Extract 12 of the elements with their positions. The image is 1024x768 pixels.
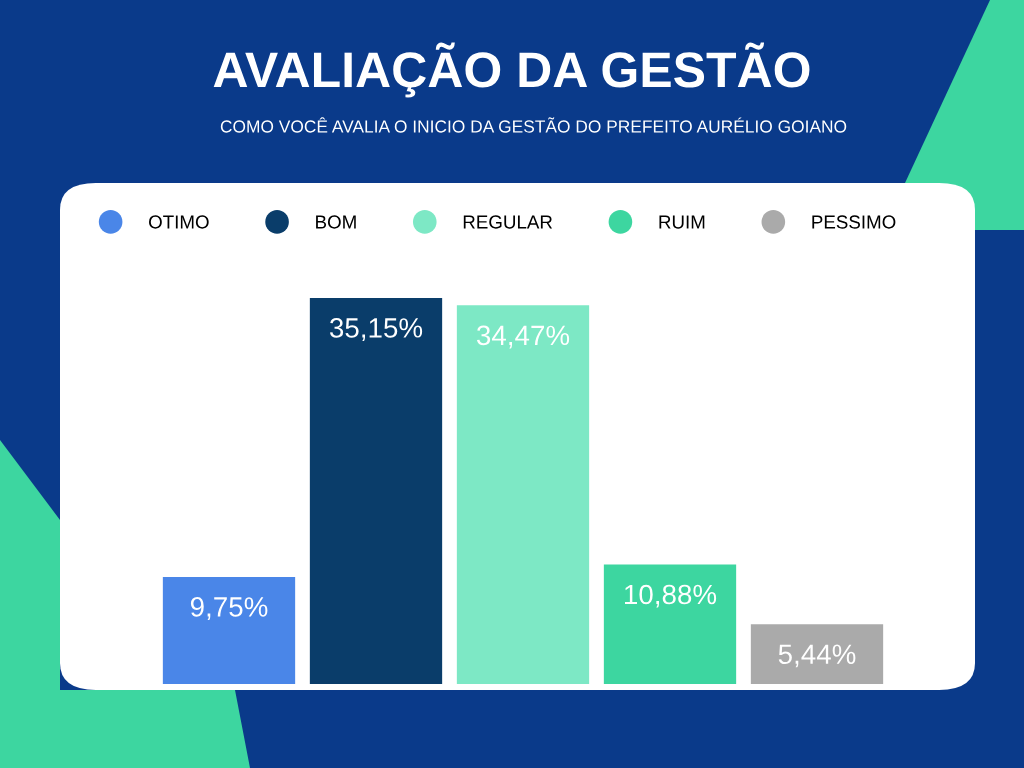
legend-label: OTIMO xyxy=(149,215,209,229)
chart-subtitle: COMO VOCÊ AVALIA O INICIO DA GESTÃO DO PREFEITO AURÉLIO GOIANO xyxy=(220,117,847,133)
legend-label: RUIM xyxy=(659,215,705,229)
chart-title: AVALIAÇÃO DA GESTÃO xyxy=(213,42,810,98)
data-label: 9,75% xyxy=(190,597,268,621)
data-label: 5,44% xyxy=(778,644,856,668)
legend-label: BOM xyxy=(316,215,356,229)
legend-label: REGULAR xyxy=(463,215,553,229)
data-label: 34,47% xyxy=(476,325,570,349)
legend-label: PESSIMO xyxy=(812,215,896,229)
data-label: 10,88% xyxy=(625,584,717,608)
data-label: 35,15% xyxy=(329,318,423,342)
